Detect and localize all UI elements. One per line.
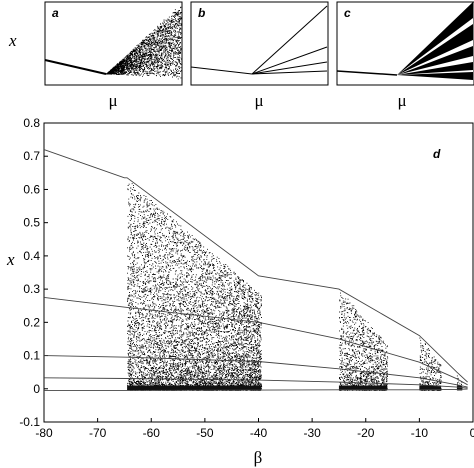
x-tick-label: -50: [196, 426, 214, 440]
panel-c-branch: [336, 70, 398, 76]
panel-a-xlabel: μ: [108, 91, 117, 110]
branch-line-1: [43, 149, 468, 383]
panel-b-branch: [190, 66, 253, 75]
panel-d-ylabel: x: [6, 250, 15, 269]
panel-c: c μ: [336, 1, 474, 110]
panel-d-xlabel: β: [254, 448, 263, 467]
panel-d-chaotic-bands: [127, 183, 463, 391]
branch-line-4: [43, 377, 468, 389]
y-tick-label: 0.2: [23, 315, 40, 329]
x-tick-label: -10: [411, 426, 429, 440]
panel-c-band-4: [397, 62, 473, 75]
y-tick-label: 0.4: [23, 249, 40, 263]
panel-b-line-3: [251, 61, 328, 75]
chaotic-base: [127, 385, 262, 391]
panel-a-chaotic-band: [106, 6, 182, 80]
y-tick-label: 0.6: [23, 182, 40, 196]
y-tick-label: -0.1: [19, 415, 40, 429]
panel-a: a μ x: [8, 1, 183, 110]
panel-d-label: d: [433, 147, 441, 161]
y-tick-label: 0.5: [23, 216, 40, 230]
x-tick-label: -80: [35, 426, 53, 440]
x-tick-label: -30: [303, 426, 321, 440]
panel-d-branches: [43, 149, 468, 391]
x-tick-label: -20: [357, 426, 375, 440]
chaotic-band-1: [127, 183, 263, 391]
panel-c-xlabel: μ: [397, 91, 406, 110]
y-tick-label: 0.3: [23, 282, 40, 296]
chaotic-base: [419, 385, 441, 391]
x-tick-label: 0: [470, 426, 474, 440]
branch-line-2: [43, 296, 468, 386]
y-tick-label: 0.1: [23, 349, 40, 363]
panel-b-line-1: [251, 5, 328, 75]
chaotic-band-3: [419, 337, 442, 391]
branch-line-5: [44, 388, 468, 391]
x-tick-label: -60: [143, 426, 161, 440]
panel-b-frame: [190, 1, 329, 86]
panel-b-line-4: [251, 70, 328, 75]
panel-c-frame: [336, 1, 474, 86]
chaotic-band-4: [456, 375, 463, 391]
panel-c-chaotic-bands: [397, 2, 473, 80]
chaotic-band-2: [338, 292, 389, 391]
chaotic-base: [338, 385, 388, 391]
panel-a-frame: [44, 1, 183, 86]
x-tick-label: -70: [89, 426, 107, 440]
panel-c-band-3: [397, 46, 473, 75]
panel-c-band-5: [397, 72, 473, 80]
y-tick-label: 0.7: [23, 149, 40, 163]
panel-c-band-1: [397, 2, 473, 75]
x-tick-label: -40: [250, 426, 268, 440]
panel-a-ylabel: x: [8, 31, 17, 50]
panel-d: d β x -80 -70 -60 -50 -40 -30 -20 -10 0 -0.1 0 0.1 0…: [6, 116, 474, 467]
panel-c-label: c: [344, 6, 351, 20]
panel-b-line-2: [251, 46, 328, 75]
branch-line-3: [43, 355, 468, 388]
panel-a-label: a: [52, 6, 59, 20]
y-tick-label: 0: [33, 382, 40, 396]
chaotic-points: [338, 292, 389, 391]
panel-a-points: [106, 6, 182, 80]
chaotic-points: [419, 337, 442, 391]
panel-b-xlabel: μ: [254, 91, 263, 110]
panel-a-branch: [44, 59, 107, 75]
chaotic-base: [456, 385, 463, 391]
panel-b: b μ: [190, 1, 329, 110]
y-tick-label: 0.8: [23, 116, 40, 130]
panel-b-label: b: [198, 6, 205, 20]
panel-d-ticks: -80 -70 -60 -50 -40 -30 -20 -10 0 -0.1 0 0.1 0.2 0.3 0…: [19, 116, 474, 440]
panel-c-band-2: [397, 24, 473, 75]
